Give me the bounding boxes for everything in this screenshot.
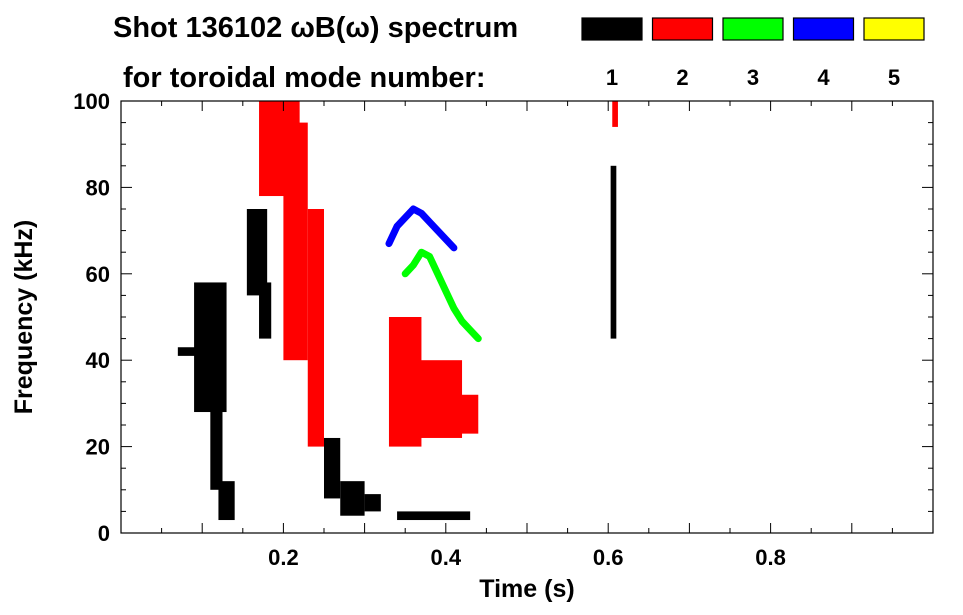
x-tick-label: 0.2 — [268, 545, 299, 570]
legend-swatch-mode-5 — [863, 17, 925, 41]
legend-label-mode-3: 3 — [747, 65, 759, 90]
mode-1-region-11 — [610, 165, 617, 339]
mode-2-region-3 — [307, 209, 324, 447]
x-axis: 0.2 0.4 0.6 0.8 — [161, 101, 893, 570]
y-tick-label: 60 — [86, 262, 110, 287]
mode-2-region-7 — [612, 101, 618, 127]
legend-label-mode-5: 5 — [888, 65, 900, 90]
x-tick-label: 0.6 — [593, 545, 624, 570]
mode-1-region-2 — [194, 282, 227, 413]
legend-label-mode-1: 1 — [606, 65, 618, 90]
y-axis: 0 20 40 60 80 100 — [73, 89, 933, 546]
x-axis-title: Time (s) — [479, 575, 574, 603]
legend-swatch-mode-2 — [651, 17, 714, 41]
legend-swatch-mode-3 — [722, 17, 784, 41]
mode-1-region-7 — [324, 437, 341, 499]
spectrum-marks — [177, 101, 618, 521]
legend-swatch-mode-1 — [581, 17, 643, 41]
mode-1-region-4 — [218, 481, 235, 521]
legend-label-mode-4: 4 — [817, 65, 830, 90]
y-tick-label: 100 — [73, 89, 110, 114]
legend-swatch-mode-4 — [792, 17, 855, 41]
mode-2-region-6 — [453, 394, 479, 434]
y-tick-label: 40 — [86, 348, 110, 373]
chart-title-line1: Shot 136102 ωB(ω) spectrum — [113, 12, 518, 44]
legend-label-mode-2: 2 — [676, 65, 688, 90]
y-axis-title: Frequency (kHz) — [10, 220, 38, 414]
mode-1-region-6 — [259, 282, 272, 339]
x-tick-label: 0.8 — [755, 545, 786, 570]
x-tick-label: 0.4 — [431, 545, 462, 570]
mode-3-trace — [401, 248, 482, 343]
mode-1-region-3 — [210, 403, 223, 490]
mode-1-region-8 — [340, 481, 365, 516]
mode-4-trace — [385, 205, 458, 252]
plot-frame — [120, 100, 934, 534]
mode-1-region-5 — [246, 209, 268, 296]
chart-title-line2: for toroidal mode number: — [123, 62, 486, 94]
mode-1-region-9 — [364, 494, 381, 512]
y-tick-label: 0 — [98, 521, 110, 546]
y-tick-label: 80 — [86, 175, 110, 200]
legend: 1 2 3 4 5 — [581, 17, 925, 90]
mode-2-region-2 — [283, 122, 308, 361]
mode-1-region-1 — [177, 347, 199, 356]
mode-1-region-10 — [397, 511, 471, 521]
y-tick-label: 20 — [86, 435, 110, 460]
